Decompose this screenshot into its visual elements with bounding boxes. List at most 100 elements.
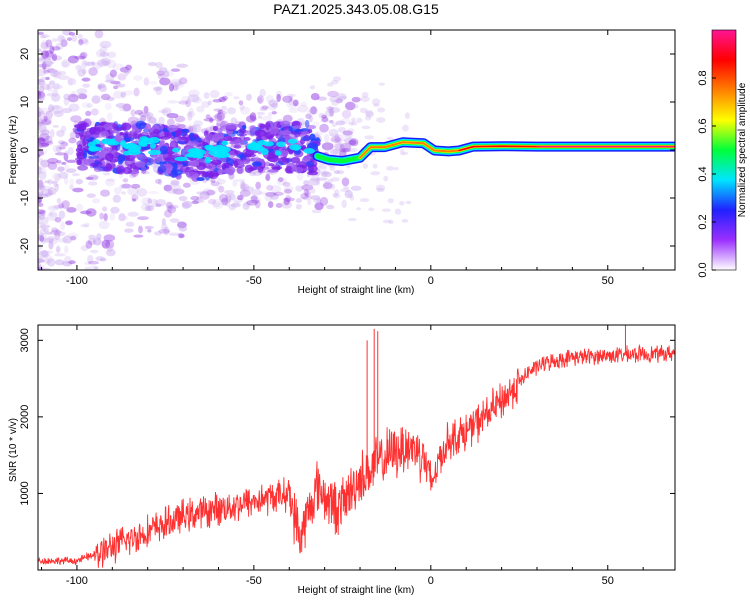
- noise-blob: [39, 234, 45, 243]
- noise-blob: [96, 59, 109, 67]
- noise-blob: [147, 191, 160, 195]
- noise-blob: [295, 185, 304, 192]
- noise-blob: [38, 142, 45, 149]
- noise-blob: [68, 260, 76, 265]
- noise-blob: [242, 202, 250, 210]
- peak-blob: [204, 156, 212, 164]
- noise-blob: [41, 56, 46, 61]
- band-blob: [264, 122, 271, 130]
- noise-blob: [140, 203, 152, 212]
- noise-blob: [38, 211, 46, 221]
- noise-blob: [88, 181, 98, 186]
- noise-blob: [288, 95, 294, 102]
- noise-blob: [157, 73, 165, 80]
- band-blob: [119, 132, 125, 136]
- noise-blob: [38, 92, 43, 100]
- peak-blob: [148, 149, 161, 155]
- noise-blob: [86, 103, 93, 109]
- noise-blob: [41, 39, 49, 49]
- noise-blob: [67, 94, 79, 103]
- x-tick-label: 0: [428, 575, 434, 587]
- band-blob: [290, 156, 301, 164]
- noise-blob: [210, 182, 223, 187]
- noise-blob: [38, 94, 47, 98]
- noise-blob: [138, 225, 143, 234]
- noise-blob: [104, 79, 116, 83]
- noise-blob: [101, 45, 108, 49]
- noise-blob: [38, 209, 46, 215]
- noise-blob: [66, 168, 77, 174]
- noise-blob: [86, 176, 94, 181]
- noise-blob: [149, 81, 158, 85]
- noise-blob: [80, 224, 90, 228]
- noise-blob: [181, 202, 191, 210]
- noise-blob: [61, 61, 69, 68]
- noise-blob: [339, 147, 351, 153]
- noise-blob: [47, 68, 58, 74]
- noise-blob: [362, 163, 369, 169]
- peak-blob: [124, 142, 138, 150]
- noise-blob: [216, 185, 223, 190]
- noise-blob: [134, 109, 144, 115]
- noise-blob: [355, 207, 362, 211]
- noise-blob: [318, 112, 325, 119]
- noise-blob: [169, 183, 181, 191]
- noise-blob: [168, 83, 174, 92]
- noise-blob: [60, 39, 68, 47]
- band-blob: [155, 123, 164, 131]
- noise-blob: [340, 117, 351, 124]
- noise-blob: [49, 45, 55, 55]
- noise-blob: [371, 98, 381, 106]
- noise-blob: [276, 93, 281, 103]
- noise-blob: [62, 30, 72, 36]
- noise-blob: [38, 230, 44, 240]
- peak-blob: [208, 149, 223, 156]
- noise-blob: [327, 90, 339, 98]
- noise-blob: [329, 96, 341, 103]
- noise-blob: [254, 199, 261, 209]
- noise-blob: [331, 177, 340, 182]
- noise-blob: [100, 189, 111, 197]
- colorbar-tick-label: 0.8: [697, 70, 709, 85]
- noise-blob: [52, 124, 59, 128]
- noise-blob: [61, 107, 73, 114]
- noise-blob: [38, 249, 42, 256]
- band-blob: [93, 167, 103, 173]
- noise-blob: [66, 37, 72, 41]
- noise-blob: [243, 201, 252, 207]
- x-tick-label: -100: [66, 275, 88, 287]
- noise-blob: [321, 114, 328, 121]
- band-blob: [135, 160, 146, 168]
- noise-blob: [158, 116, 165, 125]
- noise-blob: [370, 171, 381, 176]
- noise-blob: [326, 204, 335, 210]
- band-blob: [170, 140, 176, 149]
- noise-blob: [47, 106, 55, 112]
- noise-blob: [152, 86, 162, 92]
- band-blob: [167, 124, 179, 132]
- band-blob: [112, 127, 125, 131]
- noise-blob: [333, 170, 340, 175]
- noise-blob: [38, 233, 47, 242]
- noise-blob: [130, 183, 141, 189]
- noise-blob: [73, 55, 86, 60]
- noise-blob: [41, 237, 47, 245]
- band-blob: [238, 133, 248, 137]
- noise-blob: [210, 179, 216, 184]
- noise-blob: [339, 143, 352, 151]
- noise-blob: [147, 228, 152, 233]
- band-blob: [291, 131, 297, 135]
- band-blob: [75, 133, 80, 139]
- snr-plot-area: [38, 325, 675, 570]
- noise-blob: [211, 198, 222, 208]
- noise-blob: [305, 113, 312, 119]
- noise-blob: [38, 80, 43, 84]
- band-blob: [247, 167, 256, 172]
- band-blob: [110, 127, 115, 134]
- noise-blob: [103, 96, 115, 101]
- band-blob: [159, 145, 168, 155]
- noise-blob: [51, 89, 59, 97]
- noise-blob: [233, 96, 240, 100]
- spectrogram-x-label: Height of straight line (km): [298, 285, 415, 296]
- band-blob: [132, 132, 138, 140]
